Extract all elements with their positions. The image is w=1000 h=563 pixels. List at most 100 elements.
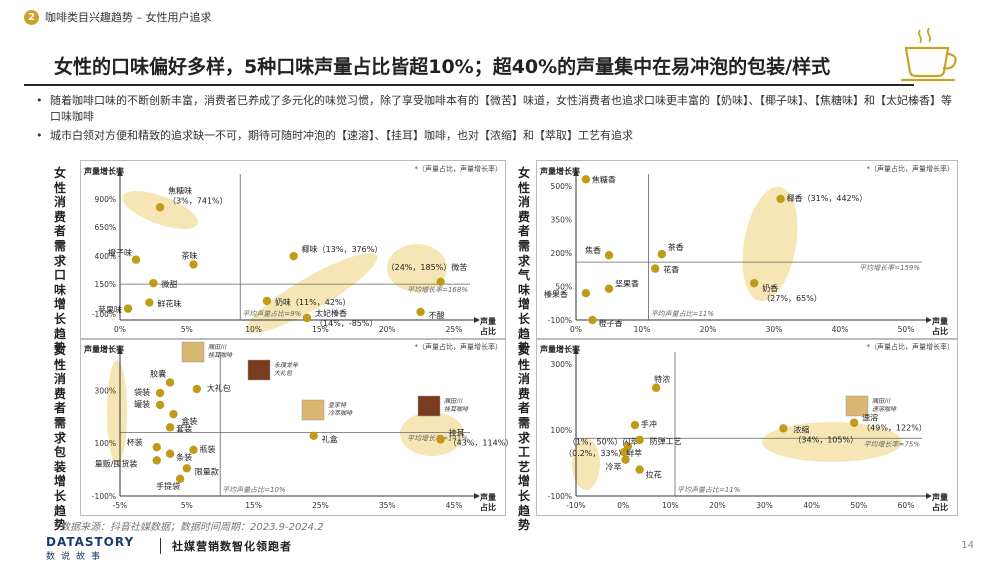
data-label: 茶味: [181, 250, 197, 260]
data-point: [750, 278, 759, 288]
product-caption: 永璞龙年大礼包: [274, 361, 299, 377]
x-tick-label: 35%: [379, 501, 396, 510]
x-tick-label: 30%: [756, 501, 773, 510]
data-label: 条装: [176, 452, 192, 462]
data-point: [155, 388, 165, 398]
data-label: 微甜: [161, 279, 177, 289]
highlight-region: [387, 244, 447, 292]
chart-border: [536, 160, 958, 340]
data-label: （24%，185%）微苦: [387, 262, 468, 272]
data-point: [175, 474, 185, 484]
x-tick-label: 10%: [634, 325, 651, 334]
data-label: 瓶装: [199, 444, 215, 454]
data-point: [604, 284, 614, 293]
data-point: [776, 194, 785, 204]
taste-chart: 平均声量占比=9% 平均增长率=168% 声量增长率 *（声量占比，声量增长率） 声量占…: [80, 160, 506, 340]
avg-y-label: 平均增长率=159%: [859, 264, 920, 272]
data-point: [169, 409, 178, 419]
chart-note: *（声量占比，声量增长率）: [415, 342, 503, 351]
y-axis-arrow: [573, 170, 579, 176]
data-point: [436, 277, 445, 287]
y-tick-label: 150%: [95, 280, 116, 289]
x-tick-label: 0%: [114, 325, 126, 334]
y-tick-label: -100%: [548, 316, 572, 325]
data-point: [309, 431, 318, 441]
highlight-region: [742, 186, 798, 302]
data-point: [189, 445, 198, 454]
data-point: [165, 423, 175, 432]
avg-x-label: 平均声量占比=11%: [651, 310, 715, 318]
data-label: 冷萃: [606, 462, 622, 472]
x-tick-label: 0%: [570, 325, 582, 334]
y-axis-arrow: [573, 348, 579, 354]
data-point: [779, 424, 788, 433]
data-label: 橙子味: [108, 248, 132, 258]
data-point: [289, 252, 298, 261]
footer-slogan: 社媒营销数智化领跑者: [172, 540, 292, 553]
data-point: [155, 400, 165, 410]
x-tick-label: 40%: [803, 501, 820, 510]
chart-border: [80, 338, 506, 516]
data-label: 焦糖香: [592, 174, 616, 184]
x-axis-title: 声量占比: [479, 492, 496, 512]
x-tick-label: 45%: [446, 501, 463, 510]
craft-side-label: 女性消费者需求工艺增长趋势: [517, 343, 530, 533]
data-point: [630, 420, 640, 430]
data-source-note: 数据来源：抖音社媒数据；数据时间周期：2023.9-2024.2: [60, 522, 324, 533]
data-point: [165, 449, 175, 458]
data-label: 盒装: [181, 416, 197, 426]
chart-note: *（声量占比，声量增长率）: [867, 342, 955, 351]
x-tick-label: 30%: [766, 325, 783, 334]
highlight-region: [572, 438, 600, 490]
x-axis-arrow: [926, 493, 932, 499]
product-caption: 皇家特冷萃咖啡: [328, 401, 353, 417]
x-tick-label: 15%: [312, 325, 329, 334]
taste-side-label: 女性消费者需求口味增长趋势: [53, 166, 66, 356]
pack-svg: 平均声量占比=10%平均增长率=141%声量增长率*（声量占比，声量增长率）声量…: [80, 338, 513, 516]
data-label: 苹果味: [98, 305, 122, 315]
page-title: 女性的口味偏好多样，5种口味声量占比皆超10%；超40%的声量集中在易冲泡的包装…: [54, 56, 831, 78]
x-tick-label: -5%: [113, 501, 128, 510]
y-tick-label: 400%: [95, 252, 116, 261]
section-title: 咖啡类目兴趣趋势 – 女性用户追求: [45, 11, 212, 24]
datastory-logo: DATASTORY 数说故事: [46, 535, 156, 562]
data-point: [182, 464, 191, 473]
data-point: [131, 255, 141, 264]
y-axis-title: 声量增长率: [539, 344, 580, 354]
y-tick-label: -100%: [92, 492, 116, 501]
data-label: 榛果香: [544, 289, 568, 299]
data-label: 太妃榛香（14%，-85%）: [315, 308, 377, 328]
data-label: 手提袋: [156, 481, 180, 491]
pack-side-label: 女性消费者需求包装增长趋势: [53, 343, 66, 533]
y-tick-label: 200%: [551, 249, 572, 258]
data-label: 茶香: [668, 242, 684, 252]
coffee-cup-icon: [901, 27, 957, 82]
y-tick-label: 500%: [551, 182, 572, 191]
data-label: （1%，50%）闪萃: [568, 437, 638, 447]
section-number-badge: 2: [24, 9, 39, 25]
product-thumbnail: [845, 395, 869, 417]
data-point: [651, 264, 660, 273]
y-tick-label: 100%: [551, 426, 572, 435]
y-tick-label: 100%: [95, 439, 116, 448]
data-label: 焦糖味（3%，741%）: [168, 185, 228, 205]
data-label: 奶香（27%，65%）: [762, 283, 822, 303]
craft-svg: 平均声量占比=11% 平均增长率=75% 声量增长率 *（声量占比，声量增长率） 声量占…: [536, 338, 958, 516]
y-tick-label: 350%: [551, 216, 572, 225]
y-axis-arrow: [117, 348, 123, 354]
data-point: [621, 455, 630, 464]
data-point: [581, 289, 591, 298]
data-label: 奶味（11%，42%）: [275, 297, 351, 307]
title-underline: [24, 84, 914, 86]
product-caption: 隅田川挂耳咖啡: [444, 398, 469, 413]
data-label: 限量款: [195, 466, 219, 476]
chart-border: [536, 338, 958, 516]
data-point: [152, 442, 161, 452]
data-label: 罐装: [134, 399, 150, 409]
data-label: 焦香: [585, 245, 601, 255]
y-tick-label: 300%: [95, 386, 116, 395]
x-tick-label: -10%: [566, 501, 585, 510]
y-tick-label: 300%: [551, 360, 572, 369]
x-tick-label: 0%: [617, 501, 629, 510]
data-label: 袋装: [134, 387, 150, 397]
